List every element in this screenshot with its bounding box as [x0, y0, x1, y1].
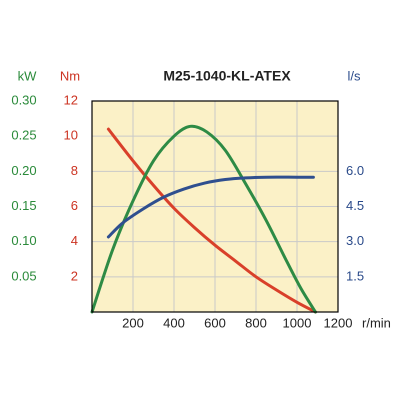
- kw-tick-label: 0.10: [11, 233, 36, 248]
- series-line-ls: [106, 175, 315, 239]
- ls-tick-label: 4.5: [346, 198, 364, 213]
- x-tick-label: 400: [163, 315, 185, 330]
- x-tick-label: 1000: [283, 315, 312, 330]
- nm-tick-label: 4: [71, 233, 78, 248]
- nm-axis-label: Nm: [60, 68, 80, 83]
- series-line-kw: [90, 124, 317, 314]
- kw-tick-label: 0.20: [11, 163, 36, 178]
- x-tick-label: 1200: [324, 315, 353, 330]
- nm-tick-label: 10: [64, 128, 78, 143]
- x-tick-label: 800: [245, 315, 267, 330]
- nm-tick-label: 6: [71, 198, 78, 213]
- ls-axis-label: l/s: [348, 68, 362, 83]
- kw-axis-label: kW: [18, 68, 38, 83]
- ls-tick-label: 6.0: [346, 163, 364, 178]
- x-tick-label: 200: [122, 315, 144, 330]
- nm-tick-label: 8: [71, 163, 78, 178]
- series-line-nm: [106, 127, 317, 314]
- ls-tick-label: 3.0: [346, 233, 364, 248]
- plot-border: [91, 100, 339, 313]
- x-tick-label: 600: [204, 315, 226, 330]
- kw-tick-label: 0.15: [11, 198, 36, 213]
- kw-tick-label: 0.25: [11, 128, 36, 143]
- ls-tick-label: 1.5: [346, 268, 364, 283]
- kw-tick-label: 0.30: [11, 92, 36, 107]
- nm-tick-label: 2: [71, 268, 78, 283]
- chart-title: M25-1040-KL-ATEX: [163, 68, 291, 84]
- nm-tick-label: 12: [64, 92, 78, 107]
- x-axis-unit-label: r/min: [362, 315, 391, 330]
- kw-tick-label: 0.05: [11, 268, 36, 283]
